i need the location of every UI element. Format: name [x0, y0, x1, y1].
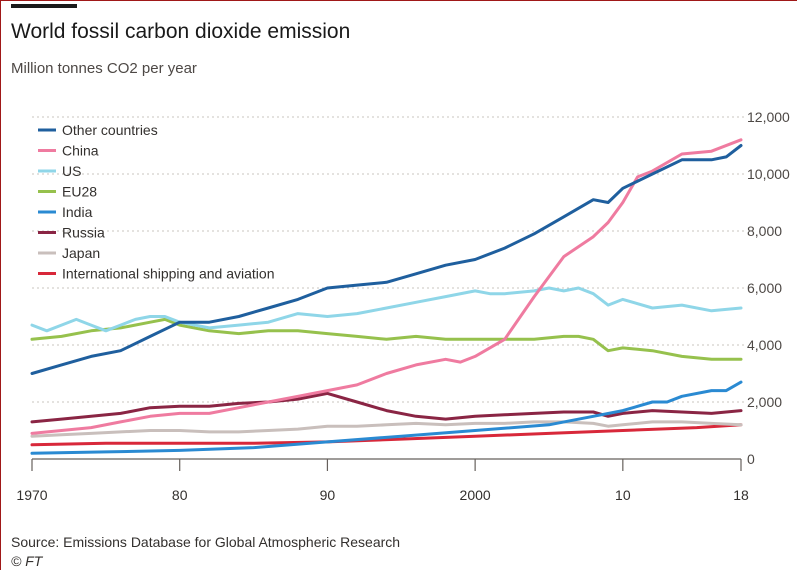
chart-title: World fossil carbon dioxide emission — [11, 20, 351, 43]
series-line-other-countries — [30, 144, 743, 375]
legend-label: Russia — [62, 225, 105, 241]
x-tick-label: 18 — [733, 487, 749, 503]
legend-label: EU28 — [62, 184, 97, 200]
y-tick-label: 8,000 — [747, 223, 782, 239]
credit-note: © FT — [11, 553, 43, 569]
ft-brand-bar — [11, 4, 77, 8]
x-tick-label: 90 — [320, 487, 336, 503]
series-line-us — [30, 286, 743, 333]
legend-label: China — [62, 143, 99, 159]
legend-label: US — [62, 163, 81, 179]
series-line-india — [30, 380, 743, 455]
x-tick-label: 1970 — [16, 487, 47, 503]
y-tick-label: 12,000 — [747, 109, 790, 125]
legend-label: Other countries — [62, 122, 158, 138]
series-line-japan — [30, 420, 743, 438]
legend: Other countries China US EU28 India Russia Jap… — [38, 122, 275, 282]
series-line-russia — [30, 391, 743, 424]
y-tick-label: 2,000 — [747, 394, 782, 410]
series-line-eu28 — [30, 317, 743, 361]
y-axis-labels: 0 2,000 4,000 6,000 8,000 10,000 12,000 — [747, 109, 790, 467]
y-tick-label: 6,000 — [747, 280, 782, 296]
chart-subtitle: Million tonnes CO2 per year — [11, 60, 197, 77]
y-tick-label: 0 — [747, 451, 755, 467]
series-line-china — [30, 138, 743, 435]
x-axis: 1970 80 90 2000 10 18 — [16, 458, 749, 503]
x-tick-label: 10 — [615, 487, 631, 503]
series-lines — [30, 138, 743, 455]
source-note: Source: Emissions Database for Global At… — [11, 534, 401, 550]
series-line-international-shipping-and-aviation — [30, 423, 743, 447]
legend-label: India — [62, 204, 93, 220]
legend-label: Japan — [62, 245, 100, 261]
x-tick-label: 2000 — [460, 487, 491, 503]
grid-lines — [32, 116, 745, 403]
legend-label: International shipping and aviation — [62, 266, 275, 282]
y-tick-label: 4,000 — [747, 337, 782, 353]
y-tick-label: 10,000 — [747, 166, 790, 182]
x-tick-label: 80 — [172, 487, 188, 503]
